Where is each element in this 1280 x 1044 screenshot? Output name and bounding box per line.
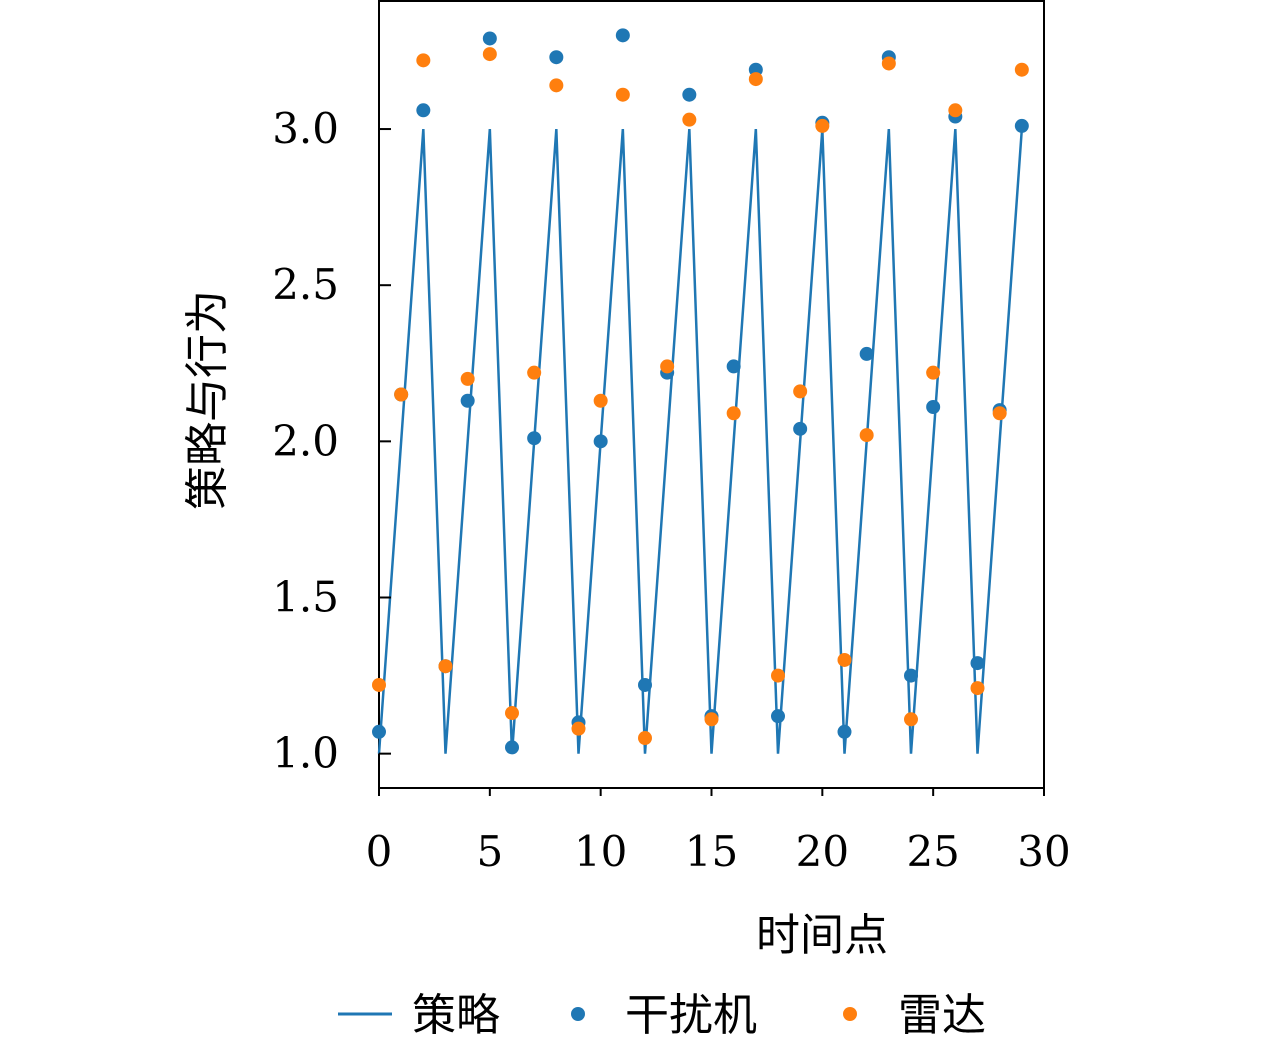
radar-point: [992, 406, 1007, 421]
plot-area: [372, 0, 1045, 789]
radar-point: [505, 706, 519, 721]
radar-point: [615, 87, 630, 102]
radar-point: [460, 371, 475, 386]
x-tick-label: 25: [906, 827, 959, 876]
jammer-point: [904, 668, 918, 683]
jammer-point: [771, 709, 785, 724]
jammer-point: [793, 421, 808, 436]
radar-point: [970, 681, 985, 696]
jammer-point: [926, 399, 941, 414]
radar-point: [527, 365, 542, 380]
series-line-strategy: [377, 128, 1024, 754]
radar-point: [815, 118, 830, 133]
radar-point: [837, 652, 852, 667]
radar-point: [571, 721, 586, 736]
jammer-point: [837, 724, 852, 739]
legend-label-strategy: 策略: [412, 990, 500, 1041]
y-tick-label: 2.5: [272, 260, 339, 309]
radar-point: [549, 78, 564, 93]
jammer-point: [482, 31, 497, 46]
radar-point: [748, 72, 763, 87]
axis-ticks: 0 5 10 15 20 25 30 1.0 1.5 2.0 2.5 3.0: [272, 104, 1071, 876]
x-tick-label: 15: [685, 827, 738, 876]
jammer-point: [970, 656, 985, 671]
x-axis-label: 时间点: [756, 910, 888, 961]
legend-dot-jammer: [571, 1007, 585, 1021]
x-tick-label: 10: [574, 827, 627, 876]
jammer-point: [1014, 118, 1029, 133]
radar-point: [660, 359, 675, 374]
jammer-point: [726, 359, 741, 374]
radar-point: [793, 384, 808, 399]
radar-point: [881, 56, 896, 71]
jammer-point: [859, 346, 874, 361]
radar-point: [904, 712, 918, 727]
y-tick-label: 2.0: [272, 416, 339, 465]
jammer-point: [638, 677, 652, 692]
radar-point: [682, 112, 697, 127]
radar-point: [482, 47, 497, 62]
radar-point: [704, 712, 719, 727]
x-tick-label: 30: [1017, 827, 1070, 876]
jammer-point: [416, 103, 431, 118]
plot-frame: [378, 0, 1045, 789]
legend-label-jammer: 干扰机: [625, 990, 757, 1041]
radar-point: [372, 677, 386, 692]
radar-point: [726, 406, 741, 421]
x-tick-label: 5: [476, 827, 503, 876]
y-tick-label: 1.5: [272, 572, 339, 621]
jammer-point: [549, 50, 564, 65]
radar-point: [859, 428, 874, 443]
radar-point: [593, 393, 608, 408]
jammer-point: [682, 87, 697, 102]
legend-label-radar: 雷达: [898, 990, 986, 1041]
radar-point: [1014, 62, 1029, 77]
jammer-point: [505, 740, 519, 755]
radar-point: [638, 731, 652, 746]
jammer-point: [527, 431, 542, 446]
y-axis-label: 策略与行为: [182, 290, 233, 510]
radar-point: [416, 53, 431, 68]
x-tick-label: 20: [796, 827, 849, 876]
legend-dot-radar: [843, 1007, 857, 1021]
radar-point: [771, 668, 785, 683]
jammer-point: [615, 28, 630, 43]
jammer-point: [460, 393, 475, 408]
legend: 策略 干扰机 雷达: [338, 990, 986, 1041]
radar-point: [948, 103, 963, 118]
radar-point: [926, 365, 941, 380]
x-tick-label: 0: [366, 827, 393, 876]
jammer-point: [372, 724, 386, 739]
jammer-point: [593, 434, 608, 449]
radar-point: [438, 659, 453, 674]
radar-point: [394, 387, 409, 402]
y-tick-label: 1.0: [272, 729, 339, 778]
y-tick-label: 3.0: [272, 104, 339, 153]
